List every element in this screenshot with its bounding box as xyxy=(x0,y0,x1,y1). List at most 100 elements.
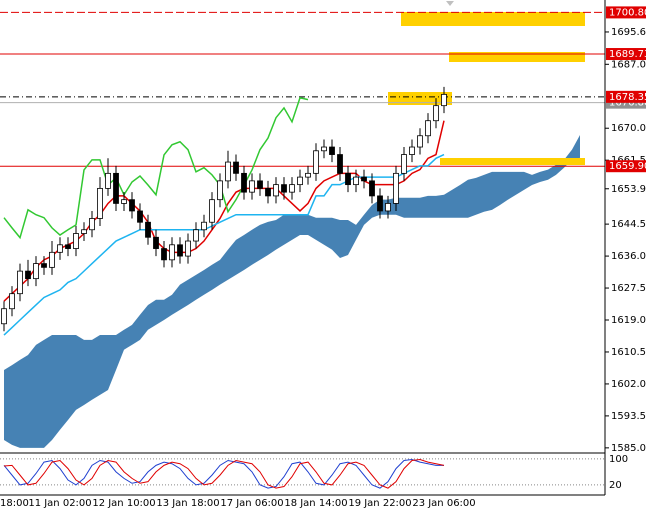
x-tick-label: 17 Jan 06:00 xyxy=(220,498,283,509)
candle-body xyxy=(201,221,207,231)
cloud xyxy=(4,134,580,448)
level-label: 1678.35 xyxy=(609,92,646,103)
oscillator-line xyxy=(3,458,445,489)
axes xyxy=(0,0,606,496)
level-label: 1700.80 xyxy=(609,7,646,18)
candle-body xyxy=(105,172,111,189)
candle-body xyxy=(361,176,367,182)
y-tick-label: 1627.50 xyxy=(611,283,646,294)
y-tick-label: 1610.50 xyxy=(611,347,646,358)
candle-body xyxy=(305,172,311,178)
level-label-bg xyxy=(606,48,646,61)
candle-body xyxy=(41,263,47,268)
oscillator-line xyxy=(3,458,444,489)
candle-body xyxy=(217,180,223,201)
x-tick-label: 13 Jan 18:00 xyxy=(156,498,219,509)
candle-body xyxy=(425,120,431,137)
indicator-line xyxy=(3,153,445,336)
y-tick-label: 100 xyxy=(609,454,628,465)
candle-body xyxy=(369,180,375,197)
candle-body xyxy=(177,244,183,257)
candle-body xyxy=(337,154,343,174)
y-tick-label: 1619.00 xyxy=(611,315,646,326)
x-tick-label: 23 Jan 06:00 xyxy=(412,498,475,509)
candle-body xyxy=(121,199,127,204)
levels xyxy=(0,11,605,167)
candle-body xyxy=(169,244,175,261)
candle-body xyxy=(33,263,39,280)
candle-body xyxy=(25,270,31,280)
level-label-bg xyxy=(606,160,646,173)
candle-body xyxy=(185,240,191,257)
zone xyxy=(401,12,585,26)
y-tick-label: 1593.50 xyxy=(611,411,646,422)
candle-body xyxy=(225,161,231,182)
candle-body xyxy=(409,146,415,155)
x-tick-label: 11 Jan 02:00 xyxy=(28,498,91,509)
candle-body xyxy=(289,184,295,193)
candle-body xyxy=(145,221,151,238)
y-tick-label: 1585.00 xyxy=(611,443,646,454)
level-label: 1659.90 xyxy=(609,161,646,172)
candle-body xyxy=(49,251,55,268)
candle-body xyxy=(97,187,103,219)
y-tick-label: 1653.90 xyxy=(611,184,646,195)
candle-body xyxy=(257,180,263,189)
candle-body xyxy=(377,195,383,212)
x-tick-label: 19 Jan 22:00 xyxy=(348,498,411,509)
candle-body xyxy=(153,236,159,249)
candle-body xyxy=(345,172,351,186)
zone xyxy=(449,52,585,62)
candle-body xyxy=(209,199,215,223)
y-tick-label: 1695.60 xyxy=(611,27,646,38)
candle-body xyxy=(241,172,247,193)
zone xyxy=(440,158,585,165)
candles xyxy=(1,86,447,332)
level-label: 1689.73 xyxy=(609,49,646,60)
candle-body xyxy=(249,180,255,193)
candle-body xyxy=(297,176,303,186)
candle-body xyxy=(313,150,319,174)
y-tick-label: 1644.50 xyxy=(611,219,646,230)
candle-body xyxy=(233,161,239,174)
y-tick-label: 20 xyxy=(609,480,622,491)
candle-body xyxy=(1,308,7,325)
candle-body xyxy=(321,146,327,152)
candle-body xyxy=(273,184,279,197)
y-tick-label: 1636.00 xyxy=(611,251,646,262)
candle-body xyxy=(9,293,15,310)
candle-body xyxy=(113,172,119,204)
candle-body xyxy=(65,244,71,249)
x-tick-label: 12 Jan 10:00 xyxy=(92,498,155,509)
cloud-layer xyxy=(4,134,580,448)
candle-body xyxy=(57,244,63,253)
labels: 1695.601687.001670.001661.501653.901644.… xyxy=(0,6,646,509)
candle-body xyxy=(193,229,199,242)
y-tick-label: 1670.00 xyxy=(611,123,646,134)
x-tick-label: 18 Jan 14:00 xyxy=(284,498,347,509)
candle-body xyxy=(329,146,335,155)
candle-body xyxy=(385,203,391,212)
y-tick-label: 1687.00 xyxy=(611,59,646,70)
candle-body xyxy=(401,154,407,174)
candle-body xyxy=(353,176,359,186)
candle-body xyxy=(433,105,439,122)
indicator-line xyxy=(3,96,309,240)
candle-body xyxy=(281,184,287,193)
level-label-bg xyxy=(606,6,646,19)
marker xyxy=(446,1,454,6)
candle-body xyxy=(89,218,95,231)
candle-body xyxy=(441,93,447,107)
candle-body xyxy=(137,210,143,223)
level-label: 1676.80 xyxy=(609,98,646,109)
y-tick-label: 1602.00 xyxy=(611,379,646,390)
zones xyxy=(388,1,585,165)
candle-body xyxy=(73,233,79,249)
candle-body xyxy=(161,248,167,261)
indicator-lines xyxy=(3,96,445,336)
candle-body xyxy=(393,172,399,204)
x-tick-label: 18:00 xyxy=(0,498,29,509)
candle-body xyxy=(81,229,87,234)
oscillator xyxy=(0,458,605,489)
